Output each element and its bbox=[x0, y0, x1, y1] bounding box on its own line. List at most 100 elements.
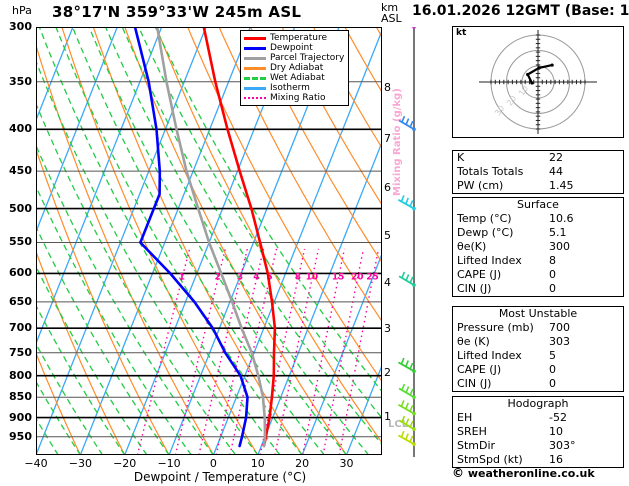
data-row: EH -52 bbox=[453, 411, 623, 425]
indices-panel: K 22 Totals Totals 44 PW (cm) 1.45 bbox=[452, 150, 624, 194]
data-row-key: Dewp (°C) bbox=[457, 226, 514, 239]
data-row-key: θe(K) bbox=[457, 240, 487, 253]
data-row: PW (cm) 1.45 bbox=[453, 179, 623, 193]
data-row-value: 0 bbox=[549, 377, 556, 390]
pressure-tick-600: 600 bbox=[9, 266, 32, 280]
data-row: CAPE (J) 0 bbox=[453, 363, 623, 377]
pressure-tick-850: 850 bbox=[9, 390, 32, 404]
hodograph-trace bbox=[526, 64, 553, 84]
data-row-key: K bbox=[457, 151, 465, 164]
data-row-value: 303° bbox=[549, 439, 576, 452]
data-row-value: 0 bbox=[549, 282, 556, 295]
pressure-tick-450: 450 bbox=[9, 164, 32, 178]
height-tick-4: 4 bbox=[384, 275, 391, 289]
temp-tick--10: −10 bbox=[157, 457, 181, 470]
legend-item-mixing-ratio: Mixing Ratio bbox=[244, 93, 344, 103]
data-row: CIN (J) 0 bbox=[453, 377, 623, 391]
data-row-value: 0 bbox=[549, 363, 556, 376]
height-unit-line1: km bbox=[381, 1, 399, 14]
wind-barb-column bbox=[397, 27, 416, 457]
data-row-value: 5 bbox=[549, 349, 556, 362]
page-title: 38°17'N 359°33'W 245m ASL bbox=[52, 3, 302, 21]
svg-text:3: 3 bbox=[237, 272, 243, 282]
data-row-key: Totals Totals bbox=[457, 165, 524, 178]
data-row: Pressure (mb) 700 bbox=[453, 321, 623, 335]
pressure-tick-300: 300 bbox=[9, 20, 32, 33]
legend-item-temperature: Temperature bbox=[244, 33, 344, 43]
data-row: StmDir 303° bbox=[453, 439, 623, 453]
height-tick-5: 5 bbox=[384, 228, 391, 242]
pressure-tick-550: 550 bbox=[9, 235, 32, 249]
data-row-key: Lifted Index bbox=[457, 349, 522, 362]
temp-tick--30: −30 bbox=[68, 457, 92, 470]
temp-tick-30: 30 bbox=[339, 457, 354, 470]
height-tick-7: 7 bbox=[384, 131, 391, 145]
data-row-value: 16 bbox=[549, 453, 563, 466]
legend-swatch-icon bbox=[244, 46, 266, 50]
pressure-tick-400: 400 bbox=[9, 122, 32, 136]
svg-text:15: 15 bbox=[332, 272, 345, 282]
date-time-title: 16.01.2026 12GMT (Base: 12) bbox=[412, 3, 629, 19]
hodograph-data-panel: Hodograph EH -52 SREH 10 StmDir 303° StmSpd (k… bbox=[452, 396, 624, 468]
surface-panel: Surface Temp (°C) 10.6 Dewp (°C) 5.1 θe(K) 30… bbox=[452, 197, 624, 297]
data-row-key: PW (cm) bbox=[457, 179, 504, 192]
copyright-notice: © weatheronline.co.uk bbox=[452, 466, 595, 480]
height-tick-3: 3 bbox=[384, 321, 391, 335]
pressure-tick-500: 500 bbox=[9, 201, 32, 215]
data-row-value: 303 bbox=[549, 335, 570, 348]
data-row-key: SREH bbox=[457, 425, 487, 438]
wind-barb bbox=[397, 430, 416, 446]
svg-text:1: 1 bbox=[179, 272, 185, 282]
data-row: Temp (°C) 10.6 bbox=[453, 212, 623, 226]
temp-tick-10: 10 bbox=[250, 457, 265, 470]
copyright-symbol: © bbox=[452, 466, 464, 480]
data-row-value: 22 bbox=[549, 151, 563, 164]
data-row-key: Lifted Index bbox=[457, 254, 522, 267]
legend-swatch-icon bbox=[244, 86, 266, 90]
wind-barb bbox=[398, 415, 416, 432]
hodograph-panel-title: Hodograph bbox=[507, 397, 569, 410]
legend-swatch-icon bbox=[244, 76, 266, 80]
legend-label: Isotherm bbox=[270, 83, 310, 93]
data-row-key: Pressure (mb) bbox=[457, 321, 534, 334]
data-row-key: StmDir bbox=[457, 439, 496, 452]
temp-tick--40: −40 bbox=[24, 457, 48, 470]
data-row: Totals Totals 44 bbox=[453, 165, 623, 179]
wind-barb bbox=[397, 400, 416, 416]
legend-item-wet-adiabat: Wet Adiabat bbox=[244, 73, 344, 83]
data-row-value: 10.6 bbox=[549, 212, 574, 225]
data-row: CAPE (J) 0 bbox=[453, 268, 623, 282]
pressure-tick-750: 750 bbox=[9, 345, 32, 359]
hodograph-ring-label: 10 bbox=[517, 84, 530, 98]
legend: Temperature Dewpoint Parcel Trajectory Dry … bbox=[240, 30, 350, 106]
wind-barb bbox=[412, 27, 416, 29]
wind-barb bbox=[398, 271, 416, 287]
legend-swatch-icon bbox=[244, 66, 266, 70]
height-tick-2: 2 bbox=[384, 366, 391, 380]
data-row: θe(K) 300 bbox=[453, 240, 623, 254]
svg-text:10: 10 bbox=[306, 272, 319, 282]
data-row-value: 0 bbox=[549, 268, 556, 281]
data-row: Lifted Index 8 bbox=[453, 254, 623, 268]
data-row-value: 8 bbox=[549, 254, 556, 267]
legend-item-dry-adiabat: Dry Adiabat bbox=[244, 63, 344, 73]
data-row-value: 300 bbox=[549, 240, 570, 253]
copyright-text: weatheronline.co.uk bbox=[467, 467, 595, 480]
data-row-value: 700 bbox=[549, 321, 570, 334]
data-row: Dewp (°C) 5.1 bbox=[453, 226, 623, 240]
legend-label: Temperature bbox=[270, 33, 328, 43]
wind-barb bbox=[397, 357, 416, 374]
temp-tick-0: 0 bbox=[209, 457, 217, 470]
isobar-lines bbox=[36, 27, 382, 438]
data-row: θe (K) 303 bbox=[453, 335, 623, 349]
height-unit-label: km ASL bbox=[381, 2, 402, 24]
pressure-tick-950: 950 bbox=[9, 429, 32, 443]
data-row-value: 5.1 bbox=[549, 226, 567, 239]
height-tick-1: 1 bbox=[384, 410, 391, 424]
data-row: Lifted Index 5 bbox=[453, 349, 623, 363]
height-tick-8: 8 bbox=[384, 80, 391, 94]
pressure-unit-label: hPa bbox=[12, 4, 32, 17]
data-row-value: 10 bbox=[549, 425, 563, 438]
